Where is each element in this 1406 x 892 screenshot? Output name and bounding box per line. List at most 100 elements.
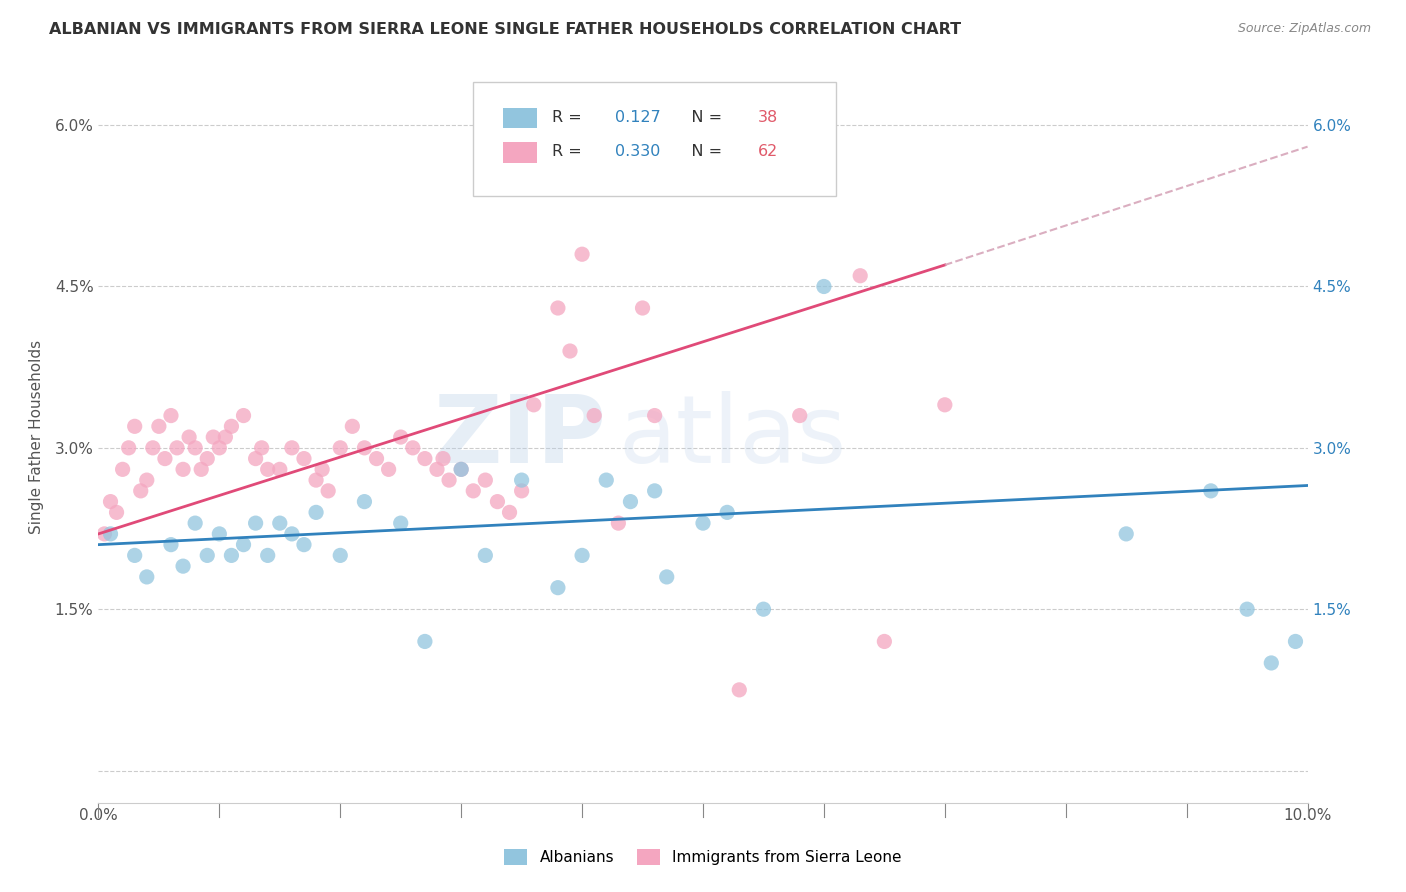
Point: [849, 268, 872, 283]
Point: [316, 483, 339, 498]
Point: [208, 441, 231, 455]
Point: [184, 441, 207, 455]
Point: [118, 441, 141, 455]
Point: [558, 344, 581, 359]
Point: [160, 409, 183, 423]
Point: [789, 409, 811, 423]
Point: [281, 527, 304, 541]
Text: N =: N =: [676, 110, 728, 125]
Legend: Albanians, Immigrants from Sierra Leone: Albanians, Immigrants from Sierra Leone: [498, 843, 908, 871]
Point: [353, 441, 375, 455]
Point: [474, 549, 496, 563]
Point: [100, 494, 122, 508]
Point: [208, 527, 231, 541]
Point: [547, 301, 569, 315]
Point: [813, 279, 835, 293]
Text: N =: N =: [676, 145, 728, 160]
Point: [571, 247, 593, 261]
Point: [105, 505, 128, 519]
Text: ZIP: ZIP: [433, 391, 606, 483]
Point: [595, 473, 617, 487]
Point: [426, 462, 449, 476]
Point: [100, 527, 122, 541]
Point: [148, 419, 170, 434]
Point: [402, 441, 425, 455]
Point: [129, 483, 152, 498]
Point: [202, 430, 225, 444]
Point: [437, 473, 460, 487]
Point: [692, 516, 714, 530]
Point: [232, 409, 254, 423]
Point: [342, 419, 364, 434]
Point: [644, 409, 666, 423]
Point: [135, 473, 157, 487]
Point: [413, 634, 436, 648]
Point: [547, 581, 569, 595]
Point: [450, 462, 472, 476]
Point: [124, 549, 146, 563]
Point: [269, 516, 291, 530]
Point: [166, 441, 188, 455]
Point: [571, 549, 593, 563]
Point: [728, 682, 751, 697]
Point: [1115, 527, 1137, 541]
Point: [142, 441, 165, 455]
Point: [111, 462, 134, 476]
Point: [607, 516, 630, 530]
Point: [179, 430, 201, 444]
Text: R =: R =: [551, 110, 592, 125]
FancyBboxPatch shape: [474, 82, 837, 195]
Text: 62: 62: [758, 145, 778, 160]
Text: 38: 38: [758, 110, 778, 125]
Point: [135, 570, 157, 584]
Point: [221, 549, 243, 563]
Point: [329, 549, 352, 563]
Point: [353, 494, 375, 508]
Point: [655, 570, 678, 584]
Point: [389, 430, 412, 444]
Text: R =: R =: [551, 145, 592, 160]
Point: [281, 441, 304, 455]
Point: [329, 441, 352, 455]
Point: [172, 559, 194, 574]
Point: [389, 516, 412, 530]
Point: [195, 451, 218, 466]
Text: 0.127: 0.127: [614, 110, 661, 125]
Point: [292, 538, 315, 552]
Point: [432, 451, 454, 466]
Point: [873, 634, 896, 648]
Point: [184, 516, 207, 530]
Text: Source: ZipAtlas.com: Source: ZipAtlas.com: [1237, 22, 1371, 36]
Point: [311, 462, 333, 476]
Point: [214, 430, 236, 444]
Point: [153, 451, 176, 466]
Point: [160, 538, 183, 552]
Point: [195, 549, 218, 563]
Point: [1199, 483, 1222, 498]
Point: [583, 409, 606, 423]
Point: [377, 462, 399, 476]
Point: [498, 505, 520, 519]
Point: [305, 505, 328, 519]
Y-axis label: Single Father Households: Single Father Households: [28, 340, 44, 534]
Point: [450, 462, 472, 476]
Point: [245, 451, 267, 466]
Point: [305, 473, 328, 487]
Point: [269, 462, 291, 476]
Text: atlas: atlas: [619, 391, 846, 483]
Point: [631, 301, 654, 315]
Point: [1284, 634, 1306, 648]
Point: [474, 473, 496, 487]
Point: [486, 494, 509, 508]
FancyBboxPatch shape: [503, 143, 537, 163]
Point: [716, 505, 738, 519]
FancyBboxPatch shape: [503, 108, 537, 128]
Point: [250, 441, 273, 455]
Text: 0.330: 0.330: [614, 145, 659, 160]
Point: [1260, 656, 1282, 670]
Point: [934, 398, 956, 412]
Point: [93, 527, 115, 541]
Point: [221, 419, 243, 434]
Point: [1236, 602, 1258, 616]
Point: [172, 462, 194, 476]
